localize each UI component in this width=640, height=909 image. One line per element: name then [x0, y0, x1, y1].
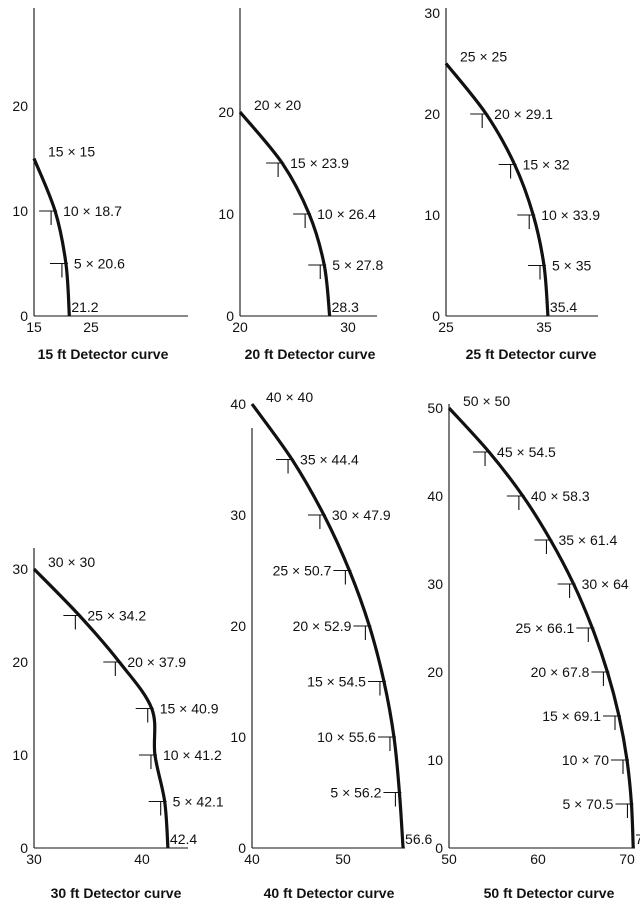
chart-title: 20 ft Detector curve — [245, 346, 376, 362]
point-label: 30 × 30 — [48, 554, 95, 570]
y-tick-label: 30 — [12, 561, 28, 577]
x-tick-label: 50 — [335, 851, 351, 867]
y-tick-label: 20 — [427, 664, 443, 680]
point-label: 35 × 44.4 — [300, 452, 359, 468]
y-tick-label: 30 — [427, 576, 443, 592]
y-tick-label: 40 — [427, 488, 443, 504]
point-label: 40 × 58.3 — [531, 488, 590, 504]
point-label: 10 × 55.6 — [317, 729, 376, 745]
x-tick-label: 30 — [26, 851, 42, 867]
y-tick-label: 30 — [230, 507, 246, 523]
point-label: 20 × 52.9 — [293, 618, 352, 634]
point-label: 15 × 32 — [523, 157, 570, 173]
y-tick-label: 0 — [238, 840, 246, 856]
y-tick-label: 10 — [12, 747, 28, 763]
y-tick-label: 20 — [218, 104, 234, 120]
point-label: 10 × 70 — [562, 752, 609, 768]
y-tick-label: 0 — [432, 308, 440, 324]
point-label: 10 × 18.7 — [63, 203, 122, 219]
x-tick-label: 35 — [536, 319, 552, 335]
chart-panel-4: 0 10 20 30 30 40 30 × 30 25 × 34.2 20 × 37.9 15 ×… — [12, 548, 224, 901]
point-label: 5 × 70.5 — [562, 796, 613, 812]
y-tick-label: 40 — [230, 396, 246, 412]
point-label: 28.3 — [332, 299, 359, 315]
point-label: 15 × 23.9 — [290, 155, 349, 171]
point-label: 15 × 40.9 — [160, 701, 219, 717]
point-label: 42.4 — [170, 831, 197, 847]
detector-curve — [444, 62, 550, 317]
y-tick-label: 20 — [424, 106, 440, 122]
x-tick-label: 70 — [619, 851, 635, 867]
y-tick-label: 0 — [226, 308, 234, 324]
x-tick-label: 50 — [441, 851, 457, 867]
detector-curve — [32, 157, 71, 317]
point-label: 15 × 69.1 — [542, 708, 601, 724]
chart-panel-1: 0 10 20 15 25 15 × 15 10 × 18.7 5 × 20.6 21.2 15 … — [12, 8, 188, 362]
point-label: 30 × 47.9 — [332, 507, 391, 523]
point-label: 30 × 64 — [582, 576, 629, 592]
point-label: 25 × 50.7 — [273, 563, 332, 579]
x-tick-label: 25 — [438, 319, 454, 335]
point-label: 70.7 — [635, 831, 640, 847]
point-label: 56.6 — [405, 831, 432, 847]
point-label: 5 × 42.1 — [173, 794, 224, 810]
chart-title: 50 ft Detector curve — [484, 885, 615, 901]
x-tick-label: 40 — [244, 851, 260, 867]
point-label: 25 × 34.2 — [87, 608, 146, 624]
y-tick-label: 10 — [218, 206, 234, 222]
point-label: 40 × 40 — [266, 389, 313, 405]
y-tick-label: 0 — [20, 308, 28, 324]
chart-title: 30 ft Detector curve — [51, 885, 182, 901]
y-tick-label: 20 — [230, 618, 246, 634]
point-label: 20 × 67.8 — [531, 664, 590, 680]
point-label: 15 × 15 — [48, 144, 95, 160]
point-label: 35 × 61.4 — [558, 532, 617, 548]
chart-panel-5: 0 10 20 30 40 40 50 40 × 40 35 × 44.4 30 × 47.9 25… — [230, 389, 432, 901]
x-tick-label: 25 — [83, 319, 99, 335]
chart-title: 15 ft Detector curve — [38, 346, 169, 362]
point-label: 20 × 37.9 — [127, 654, 186, 670]
point-label: 10 × 33.9 — [541, 207, 600, 223]
point-label: 5 × 56.2 — [330, 785, 381, 801]
y-tick-label: 30 — [424, 5, 440, 21]
x-tick-label: 15 — [26, 319, 42, 335]
x-tick-label: 40 — [134, 851, 150, 867]
y-tick-label: 20 — [12, 98, 28, 114]
chart-title: 25 ft Detector curve — [466, 346, 597, 362]
point-label: 50 × 50 — [463, 393, 510, 409]
chart-panel-6: 0 10 20 30 40 50 50 60 70 50 × 50 45 × 54.5 40 × 58… — [427, 393, 640, 901]
point-label: 45 × 54.5 — [497, 444, 556, 460]
chart-panel-2: 0 10 20 20 30 20 × 20 15 × 23.9 10 × 26.4 5 × 27… — [218, 8, 383, 362]
x-tick-label: 20 — [232, 319, 248, 335]
y-tick-label: 20 — [12, 654, 28, 670]
y-tick-label: 10 — [424, 207, 440, 223]
y-tick-label: 0 — [435, 840, 443, 856]
x-tick-label: 30 — [340, 319, 356, 335]
x-tick-label: 60 — [530, 851, 546, 867]
chart-title: 40 ft Detector curve — [264, 885, 395, 901]
point-label: 35.4 — [550, 299, 577, 315]
point-label: 15 × 54.5 — [307, 674, 366, 690]
y-tick-label: 50 — [427, 400, 443, 416]
point-label: 20 × 29.1 — [494, 106, 553, 122]
point-label: 5 × 27.8 — [332, 257, 383, 273]
y-tick-label: 10 — [230, 729, 246, 745]
chart-panel-3: 0 10 20 30 25 35 25 × 25 20 × 29.1 15 × 32 10 × 3… — [424, 5, 600, 362]
point-label: 20 × 20 — [254, 97, 301, 113]
point-label: 5 × 35 — [552, 258, 592, 274]
point-label: 10 × 26.4 — [317, 206, 376, 222]
point-label: 25 × 66.1 — [516, 620, 575, 636]
point-label: 10 × 41.2 — [163, 747, 222, 763]
y-tick-label: 10 — [427, 752, 443, 768]
point-label: 5 × 20.6 — [74, 256, 125, 272]
point-label: 25 × 25 — [460, 49, 507, 65]
y-tick-label: 0 — [20, 840, 28, 856]
y-tick-label: 10 — [12, 203, 28, 219]
point-label: 21.2 — [71, 299, 98, 315]
